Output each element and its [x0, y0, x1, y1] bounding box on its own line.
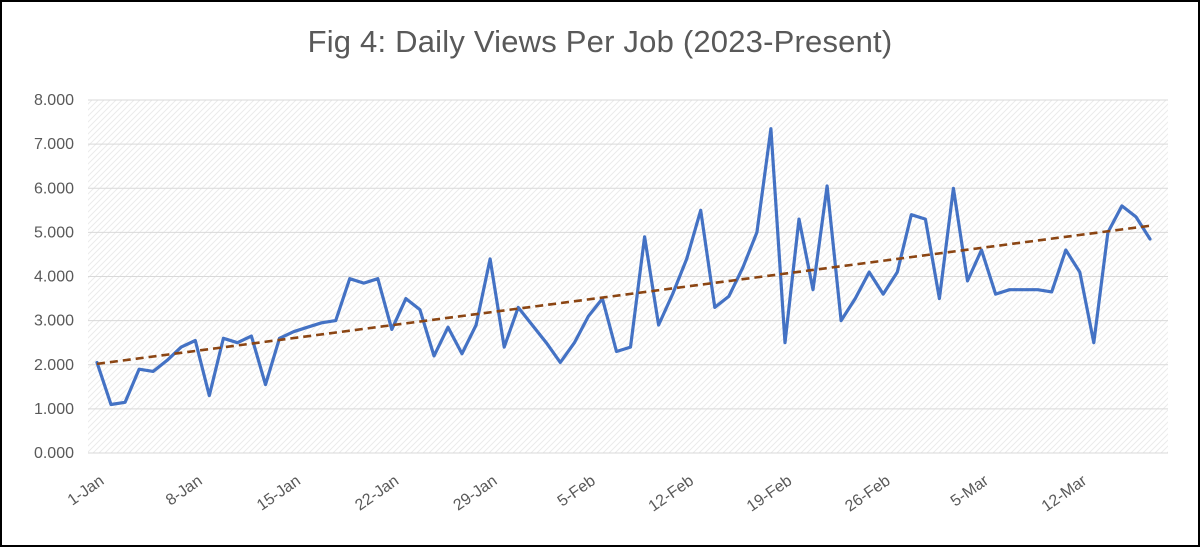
y-tick-label: 8.000: [34, 92, 74, 109]
x-tick-label: 15-Jan: [254, 472, 304, 514]
y-tick-label: 2.000: [34, 357, 74, 374]
x-tick-label: 19-Feb: [744, 472, 795, 515]
y-tick-label: 0.000: [34, 445, 74, 462]
y-tick-label: 5.000: [34, 224, 74, 241]
x-tick-label: 5-Mar: [948, 472, 993, 510]
linear-trendline: [96, 224, 1151, 366]
y-tick-label: 6.000: [34, 180, 74, 197]
gridlines: [88, 99, 1168, 454]
x-axis-labels: 1-Jan 8-Jan 15-Jan 22-Jan 29-Jan 5-Feb 12-Feb 1…: [65, 472, 1091, 515]
x-tick-label: 8-Jan: [163, 472, 206, 509]
y-tick-label: 4.000: [34, 269, 74, 286]
x-tick-label: 12-Feb: [646, 472, 697, 515]
x-tick-label: 26-Feb: [842, 472, 893, 515]
x-tick-label: 22-Jan: [352, 472, 402, 514]
y-tick-label: 3.000: [34, 313, 74, 330]
y-axis-labels: 0.000 1.000 2.000 3.000 4.000 5.000 6.000 7.000…: [34, 92, 74, 462]
x-tick-label: 29-Jan: [451, 472, 501, 514]
x-tick-label: 1-Jan: [65, 472, 108, 509]
y-tick-label: 1.000: [34, 401, 74, 418]
daily-views-series-line: [95, 127, 1152, 407]
chart-title: Fig 4: Daily Views Per Job (2023-Present…: [307, 24, 893, 59]
x-tick-label: 12-Mar: [1039, 472, 1091, 515]
y-tick-label: 7.000: [34, 136, 74, 153]
series-layer: [95, 127, 1152, 407]
x-tick-label: 5-Feb: [555, 472, 599, 510]
